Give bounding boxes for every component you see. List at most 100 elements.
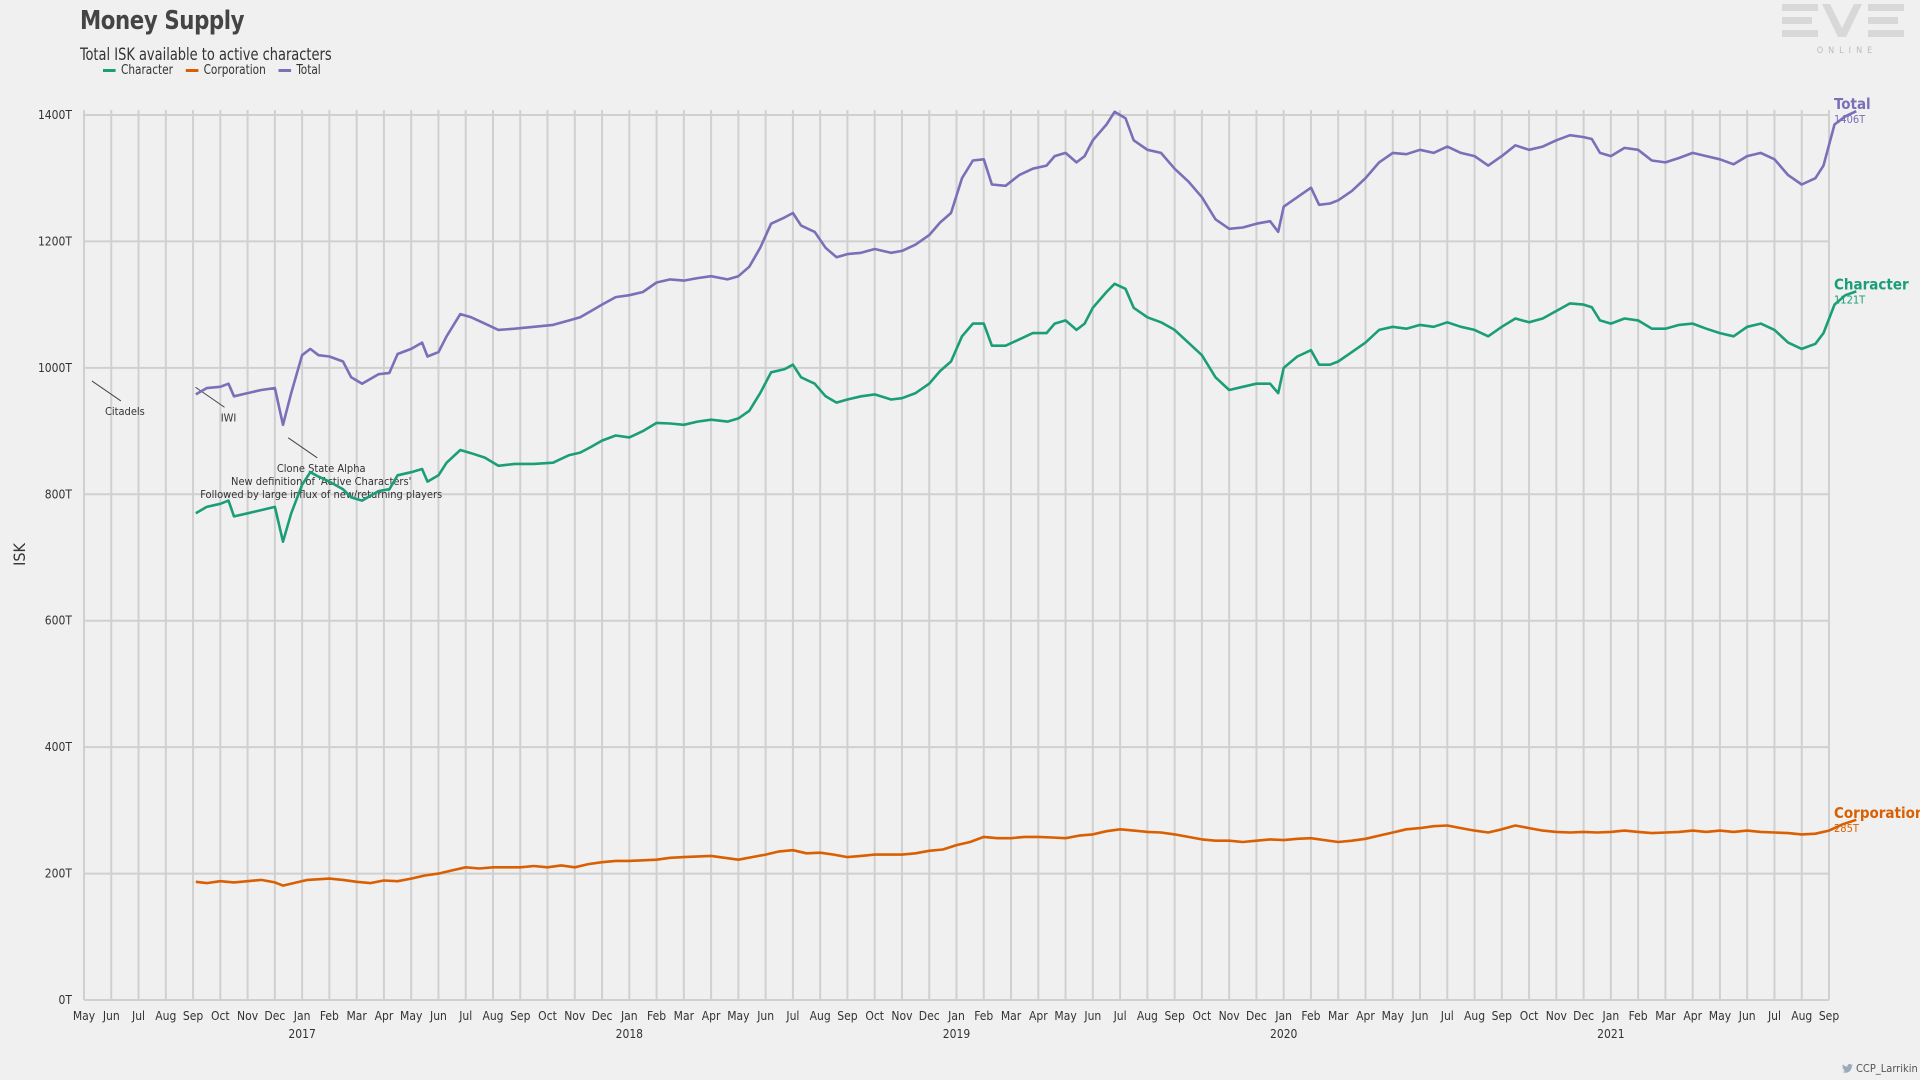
x-tick-label: Sep (837, 1009, 858, 1023)
x-tick-label: Apr (702, 1009, 721, 1023)
x-year-label: 2019 (943, 1027, 971, 1041)
x-tick-label: Apr (1356, 1009, 1375, 1023)
x-tick-label: Jul (1767, 1009, 1781, 1023)
legend-label-character: Character (121, 63, 173, 78)
x-tick-label: Aug (1791, 1009, 1812, 1023)
x-tick-label: Jul (785, 1009, 799, 1023)
x-year-label: 2020 (1270, 1027, 1298, 1041)
x-tick-label: Feb (974, 1009, 993, 1023)
x-tick-label: Dec (264, 1009, 285, 1023)
x-tick-label: Nov (1219, 1009, 1241, 1023)
x-tick-label: Jun (1083, 1009, 1101, 1023)
end-value-total: 1406T (1834, 113, 1866, 126)
x-tick-label: Mar (1655, 1009, 1676, 1023)
x-tick-label: Jun (1738, 1009, 1756, 1023)
x-tick-label: Mar (346, 1009, 367, 1023)
x-tick-label: Sep (1819, 1009, 1840, 1023)
legend-swatch-total (278, 69, 291, 72)
x-tick-label: Jan (620, 1009, 638, 1023)
credit: CCP_Larrikin (1842, 1062, 1918, 1075)
x-tick-label: Feb (647, 1009, 666, 1023)
x-tick-label: Jan (293, 1009, 311, 1023)
x-tick-label: Oct (211, 1009, 230, 1023)
series-line-corporation (195, 818, 1857, 887)
x-tick-label: May (1709, 1009, 1732, 1023)
chart-title: Money Supply (80, 6, 245, 36)
annotation-leader (91, 380, 122, 402)
annotation-text: Clone State Alpha (277, 462, 366, 475)
x-tick-label: Oct (865, 1009, 884, 1023)
x-tick-label: Sep (510, 1009, 531, 1023)
x-tick-label: May (727, 1009, 750, 1023)
x-tick-label: Jan (1602, 1009, 1620, 1023)
twitter-icon (1842, 1064, 1853, 1073)
y-tick-label: 0T (59, 993, 73, 1007)
y-tick-label: 200T (45, 867, 73, 881)
x-tick-label: Jan (947, 1009, 965, 1023)
chart-subtitle: Total ISK available to active characters (80, 45, 332, 65)
x-tick-label: Aug (482, 1009, 503, 1023)
annotation-leader (287, 437, 318, 459)
x-tick-label: Nov (891, 1009, 913, 1023)
eve-logo-mark (1782, 4, 1904, 37)
annotation-text: Followed by large influx of new/returnin… (200, 488, 442, 501)
end-value-corporation: 285T (1834, 822, 1860, 835)
x-tick-label: Nov (564, 1009, 586, 1023)
y-tick-label: 1400T (38, 108, 72, 122)
x-tick-label: Jun (429, 1009, 447, 1023)
series-line-character (195, 282, 1857, 543)
x-tick-label: Jul (458, 1009, 472, 1023)
x-tick-label: Oct (1193, 1009, 1212, 1023)
y-axis-ticks: 0T 200T 400T 600T 800T 1000T 1200T 1400T (38, 108, 72, 1007)
x-tick-label: Nov (237, 1009, 259, 1023)
legend-item-corporation: Corporation (185, 63, 266, 78)
eve-logo-subtext: ONLINE (1817, 46, 1878, 56)
legend-swatch-character (103, 69, 116, 72)
x-tick-label: May (1382, 1009, 1405, 1023)
y-tick-label: 1000T (38, 361, 72, 375)
x-year-label: 2021 (1597, 1027, 1624, 1041)
x-tick-label: Nov (1546, 1009, 1568, 1023)
legend-swatch-corporation (185, 69, 199, 72)
x-tick-label: Aug (1137, 1009, 1158, 1023)
annotation-text: New definition of 'Active Characters' (231, 475, 411, 488)
end-value-character: 1121T (1834, 293, 1866, 306)
x-tick-label: Jan (1274, 1009, 1292, 1023)
x-tick-label: Dec (592, 1009, 613, 1023)
x-tick-label: Aug (1464, 1009, 1485, 1023)
y-tick-label: 800T (45, 487, 73, 501)
series-lines (195, 110, 1857, 887)
legend-label-corporation: Corporation (203, 63, 266, 78)
x-tick-label: Sep (1164, 1009, 1185, 1023)
x-year-label: 2018 (616, 1027, 644, 1041)
x-tick-label: Jun (756, 1009, 774, 1023)
x-tick-label: Jul (1440, 1009, 1454, 1023)
y-tick-label: 1200T (38, 234, 72, 248)
x-tick-label: Dec (1573, 1009, 1594, 1023)
x-tick-label: Dec (919, 1009, 940, 1023)
grid (83, 110, 1830, 1001)
x-tick-label: Apr (1029, 1009, 1048, 1023)
x-tick-label: Apr (1683, 1009, 1702, 1023)
credit-handle: CCP_Larrikin (1856, 1062, 1918, 1075)
x-tick-label: Feb (1629, 1009, 1648, 1023)
x-tick-label: Sep (183, 1009, 204, 1023)
end-label-character: Character (1834, 275, 1909, 293)
x-tick-label: Jun (1411, 1009, 1429, 1023)
x-tick-label: Feb (1301, 1009, 1320, 1023)
x-year-label: 2017 (288, 1027, 315, 1041)
x-tick-label: Aug (810, 1009, 831, 1023)
x-tick-label: Aug (155, 1009, 176, 1023)
legend-label-total: Total (296, 63, 321, 78)
x-tick-label: Oct (538, 1009, 557, 1023)
series-line-total (195, 110, 1857, 427)
legend-item-total: Total (278, 63, 321, 78)
x-tick-label: Mar (674, 1009, 695, 1023)
x-tick-label: Jul (131, 1009, 145, 1023)
x-tick-label: Dec (1246, 1009, 1267, 1023)
annotation-text: IWI (221, 411, 237, 424)
x-tick-label: Mar (1328, 1009, 1349, 1023)
